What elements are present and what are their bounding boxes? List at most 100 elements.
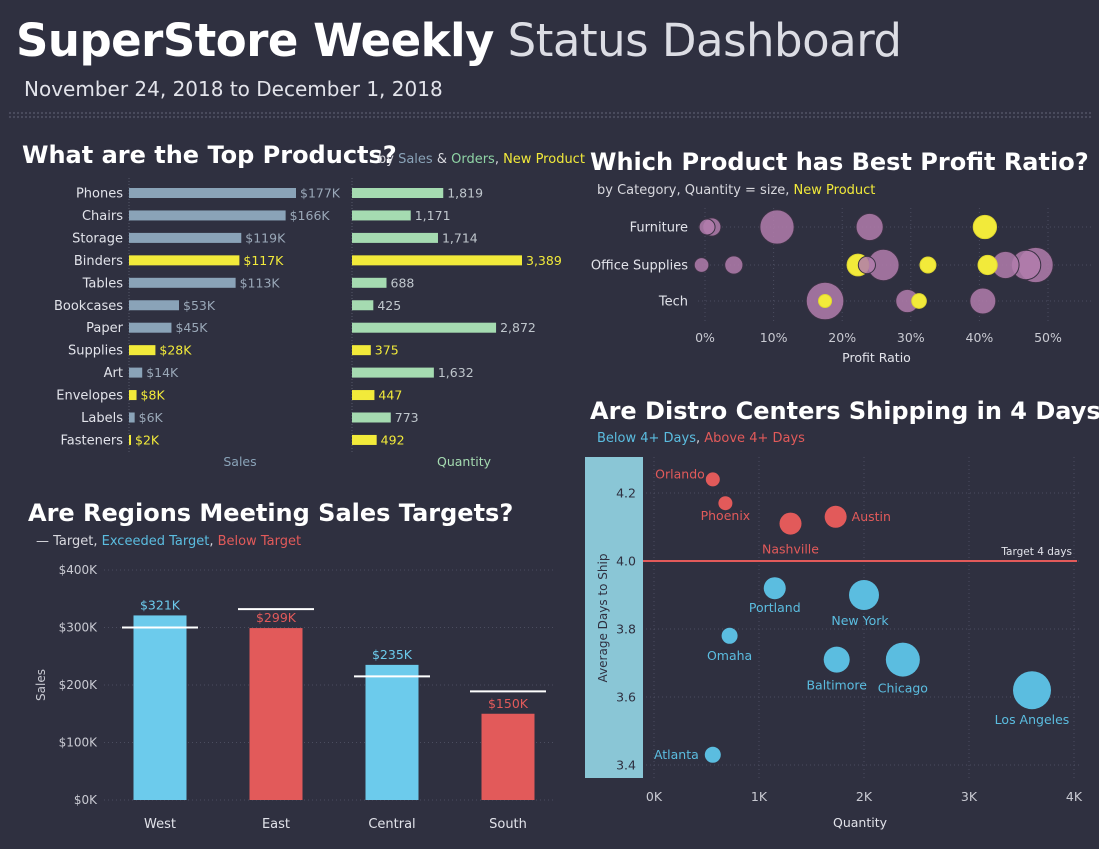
sales-bar bbox=[129, 412, 135, 423]
sales-bar bbox=[129, 188, 296, 198]
product-label: Storage bbox=[72, 231, 123, 246]
quantity-bar bbox=[352, 412, 391, 423]
distro-center-bubble bbox=[1013, 671, 1051, 710]
quantity-bar bbox=[352, 390, 375, 401]
product-label: Fasteners bbox=[61, 433, 124, 448]
sales-value-label: $45K bbox=[175, 320, 208, 335]
product-label: Bookcases bbox=[54, 299, 123, 314]
date-range: November 24, 2018 to December 1, 2018 bbox=[24, 77, 443, 101]
distro-center-bubble bbox=[718, 496, 733, 511]
distro-center-label: Omaha bbox=[707, 648, 752, 663]
distro-title: Are Distro Centers Shipping in 4 Days? bbox=[590, 397, 1099, 425]
profit-category-label: Tech bbox=[658, 295, 688, 310]
region-category-label: East bbox=[262, 817, 290, 832]
region-value-label: $150K bbox=[488, 696, 529, 711]
product-label: Labels bbox=[81, 411, 123, 426]
legend-target: — Target bbox=[36, 534, 94, 549]
regions-title: Are Regions Meeting Sales Targets? bbox=[28, 499, 514, 527]
quantity-value-label: 492 bbox=[381, 432, 405, 447]
profit-x-tick: 20% bbox=[828, 330, 856, 345]
distro-y-tick: 3.4 bbox=[616, 758, 636, 773]
distro-x-axis-title: Quantity bbox=[833, 815, 888, 830]
distro-subtitle: Below 4+ Days, Above 4+ Days bbox=[597, 431, 805, 446]
product-label: Envelopes bbox=[56, 389, 123, 404]
profit-x-tick: 0% bbox=[695, 330, 715, 345]
distro-y-axis-band bbox=[585, 457, 643, 778]
distro-target-label: Target 4 days bbox=[1000, 546, 1072, 558]
quantity-bar bbox=[352, 367, 434, 378]
regions-subtitle: — Target, Exceeded Target, Below Target bbox=[36, 534, 301, 549]
profit-bubble bbox=[972, 214, 998, 240]
quantity-value-label: 688 bbox=[391, 275, 415, 290]
distro-center-label: New York bbox=[831, 613, 889, 628]
distro-center-label: Baltimore bbox=[806, 678, 867, 693]
sales-bar bbox=[129, 434, 131, 445]
profit-x-tick: 10% bbox=[760, 330, 788, 345]
sales-value-label: $53K bbox=[183, 298, 216, 313]
distro-y-tick: 4.2 bbox=[616, 486, 636, 501]
quantity-value-label: 1,171 bbox=[415, 208, 451, 223]
quantity-axis-title: Quantity bbox=[437, 454, 492, 469]
top-products-sub-by: by bbox=[378, 152, 399, 167]
quantity-bar bbox=[352, 232, 438, 243]
product-label: Tables bbox=[82, 276, 124, 291]
quantity-bar bbox=[352, 322, 497, 333]
distro-center-label: Portland bbox=[749, 600, 801, 615]
top-products-chart: Phones $177K 1,819 Chairs $166K 1,171 Storage $… bbox=[54, 178, 562, 469]
sales-value-label: $8K bbox=[141, 388, 166, 403]
region-value-label: $321K bbox=[140, 597, 181, 612]
sales-bar bbox=[129, 255, 240, 266]
quantity-bar bbox=[352, 188, 444, 198]
profit-x-tick: 50% bbox=[1034, 330, 1062, 345]
sales-value-label: $117K bbox=[243, 253, 284, 268]
quantity-bar bbox=[352, 277, 387, 288]
product-label: Binders bbox=[74, 254, 123, 269]
region-y-tick: $200K bbox=[59, 678, 99, 692]
distro-centers-chart: Average Days to Ship 3.4 3.6 3.8 4.0 4.2 0K 1K 2… bbox=[585, 457, 1083, 830]
distro-center-label: Orlando bbox=[655, 466, 705, 481]
sales-value-label: $166K bbox=[290, 208, 331, 223]
profit-x-axis-title: Profit Ratio bbox=[842, 350, 911, 365]
sales-value-label: $14K bbox=[146, 365, 179, 380]
legend-exceeded-target: Exceeded Target bbox=[101, 534, 210, 549]
sales-bar bbox=[129, 345, 156, 356]
header-divider bbox=[8, 111, 1092, 119]
sales-bar bbox=[129, 232, 242, 243]
profit-x-tick: 40% bbox=[966, 330, 994, 345]
legend-below-target: Below Target bbox=[217, 534, 302, 549]
region-bar bbox=[249, 628, 303, 800]
profit-bubble bbox=[857, 255, 876, 275]
region-category-label: West bbox=[144, 817, 176, 832]
distro-x-tick: 1K bbox=[751, 789, 768, 804]
profit-category-label: Furniture bbox=[630, 221, 688, 236]
sales-value-label: $119K bbox=[245, 230, 286, 245]
profit-ratio-chart: 0% 10% 20% 30% 40% 50% Furniture Office Supplie… bbox=[591, 208, 1092, 365]
sales-value-label: $177K bbox=[300, 186, 341, 201]
sales-bar bbox=[129, 277, 236, 288]
region-y-tick: $300K bbox=[59, 621, 99, 635]
profit-bubble bbox=[693, 257, 710, 273]
region-y-tick: $0K bbox=[74, 793, 98, 807]
profit-title: Which Product has Best Profit Ratio? bbox=[590, 148, 1089, 176]
profit-bubble bbox=[855, 212, 884, 242]
sales-bar bbox=[129, 300, 180, 311]
distro-y-tick: 4.0 bbox=[616, 554, 636, 569]
quantity-bar bbox=[352, 345, 371, 356]
legend-orders: Orders bbox=[451, 152, 495, 167]
dashboard-title-bold: SuperStore Weekly bbox=[16, 14, 494, 67]
sales-value-label: $28K bbox=[159, 343, 192, 358]
region-targets-chart: $0K $100K $200K $300K $400K Sales $321K West $29… bbox=[34, 563, 555, 832]
sales-value-label: $2K bbox=[135, 432, 160, 447]
region-y-axis-title: Sales bbox=[34, 669, 48, 701]
legend-below-4-days: Below 4+ Days bbox=[597, 431, 696, 446]
profit-bubble bbox=[724, 255, 744, 275]
quantity-value-label: 375 bbox=[375, 343, 399, 358]
distro-center-bubble bbox=[885, 642, 920, 677]
region-y-tick: $400K bbox=[59, 563, 99, 577]
regions-sub-comma1: , bbox=[93, 534, 102, 549]
sales-bar bbox=[129, 322, 172, 333]
sales-bar bbox=[129, 210, 286, 221]
sales-bar bbox=[129, 367, 143, 378]
sales-value-label: $6K bbox=[139, 410, 164, 425]
sales-axis-title: Sales bbox=[223, 454, 256, 469]
